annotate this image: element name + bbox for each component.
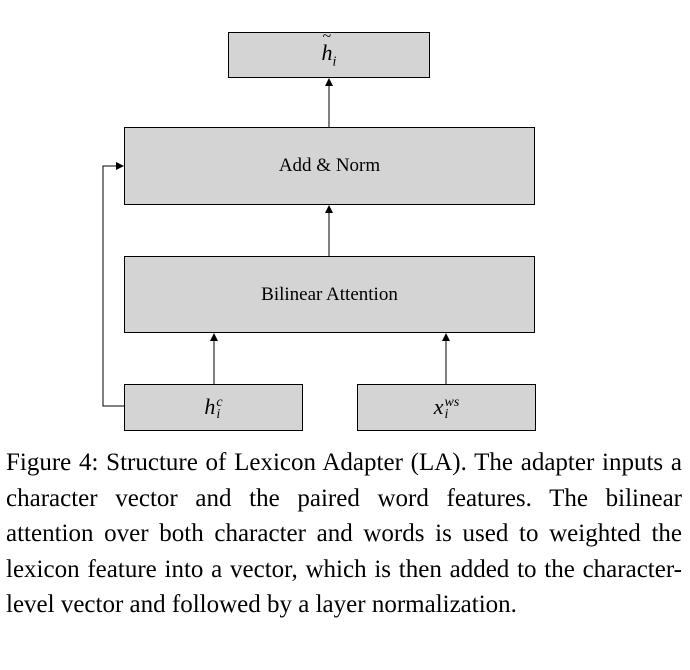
output-symbol: ~ hi (321, 27, 337, 70)
bilinear-attention-box: Bilinear Attention (124, 256, 535, 333)
figure-caption: Figure 4: Structure of Lexicon Adapter (… (6, 449, 682, 618)
word-input-symbol: x ws i (433, 394, 460, 422)
residual-connection (102, 162, 124, 407)
add-norm-box: Add & Norm (124, 127, 535, 205)
add-norm-label: Add & Norm (278, 155, 381, 176)
bilinear-attention-label: Bilinear Attention (261, 283, 398, 305)
diagram-connectors (102, 78, 450, 407)
word-input-box: x ws i (357, 384, 536, 431)
output-box: ~ hi (228, 27, 430, 78)
